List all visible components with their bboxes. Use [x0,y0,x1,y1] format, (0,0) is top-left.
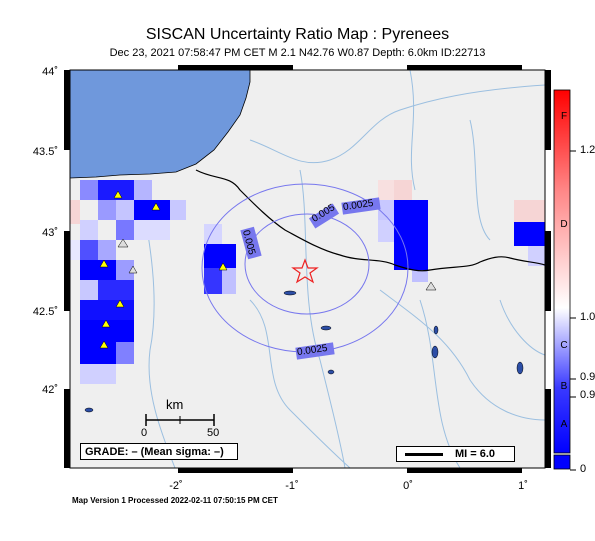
map-title: SISCAN Uncertainty Ratio Map : Pyrenees [145,26,450,43]
mi-legend-line [405,453,443,456]
grade-letter-b: B [560,381,568,392]
processing-footer: Map Version 1 Processed 2022-02-11 07:50… [72,496,278,505]
mi-legend: MI = 6.0 [396,446,515,462]
scale-start-label: 0 [141,427,148,439]
water-bodies [84,290,524,413]
colorbar-tick-0-9a: 0.9 [580,371,595,383]
colorbar-tick-0: 0 [580,463,587,475]
grade-letter-c: C [560,340,568,351]
lat-label-43-5: 43.5˚ [32,146,58,158]
star-icon [291,258,319,284]
scale-title: km [166,397,184,412]
colorbar-zero-swatch [553,454,571,470]
lat-label-43: 43˚ [42,227,58,239]
colorbar-gradient [553,89,571,454]
lon-label-minus-1: -1˚ [285,480,299,492]
mi-legend-label: MI = 6.0 [455,448,496,460]
stations [99,190,437,349]
contour-label-boxes [240,197,381,360]
frame-ticks [64,65,551,473]
colorbar-tick-1-2: 1.2 [580,144,595,156]
colorbar-ticks [570,150,576,471]
lat-label-42-5: 42.5˚ [32,306,58,318]
lon-label-1: 1˚ [518,480,528,492]
grade-letter-a: A [560,419,568,430]
scale-bar [145,414,215,426]
lat-label-42: 42˚ [42,384,58,396]
colorbar-tick-1-0: 1.0 [580,311,595,323]
grade-letter-d: D [560,219,568,230]
coastline [70,70,251,179]
grade-box: GRADE: – (Mean sigma: –) [80,443,238,460]
bay-of-biscay [70,70,250,178]
rivers [89,70,545,468]
national-border [195,169,545,272]
lon-label-0: 0˚ [403,480,413,492]
scale-end-label: 50 [207,427,220,439]
event-info: Dec 23, 2021 07:58:47 PM CET M 2.1 N42.7… [109,47,486,59]
lat-label-44: 44˚ [42,66,58,78]
ratio-cells [70,180,545,384]
colorbar-tick-0-9b: 0.9 [580,389,595,401]
grade-letter-f: F [560,111,568,122]
lon-label-minus-2: -2˚ [169,480,183,492]
